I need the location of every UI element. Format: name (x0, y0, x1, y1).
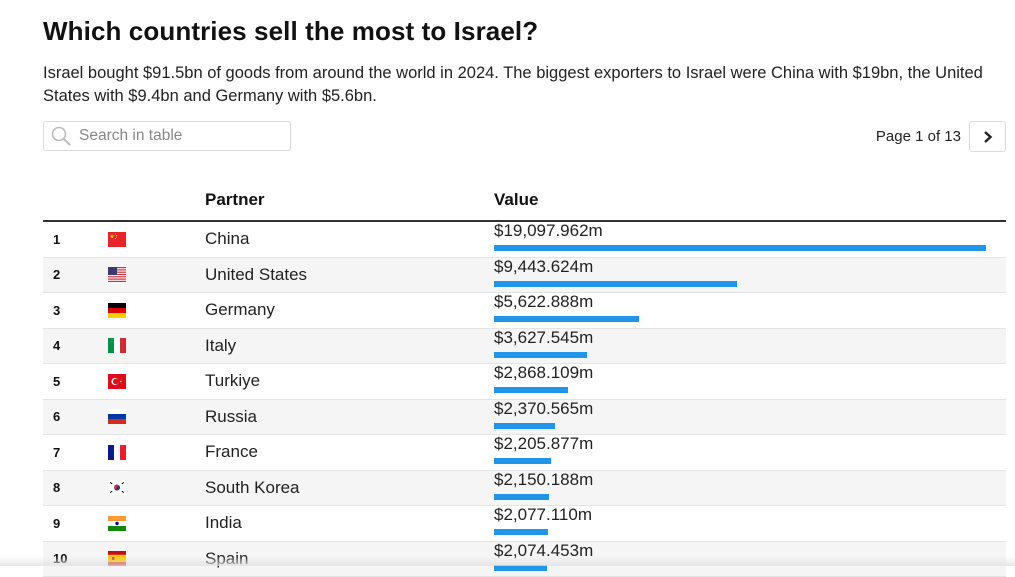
flag-spain-icon (108, 551, 126, 567)
flag-cell (108, 257, 205, 293)
value-label: $2,150.188m (494, 469, 594, 489)
table-row: 9 India $2,077.110m (43, 505, 1006, 542)
partner-cell: Spain (205, 541, 494, 577)
data-table: Partner Value 1 China $19,097.962m 2 United … (43, 182, 1006, 577)
partner-cell: United States (205, 257, 494, 293)
flag-italy-icon (108, 338, 126, 354)
column-header-value[interactable]: Value (494, 182, 1006, 222)
rank-cell: 6 (43, 399, 108, 435)
flag-cell (108, 470, 205, 506)
flag-germany-icon (108, 302, 126, 318)
page-title: Which countries sell the most to Israel? (43, 16, 539, 46)
partner-cell: China (205, 221, 494, 258)
partner-cell: Turkiye (205, 363, 494, 400)
value-cell: $5,622.888m (494, 292, 1006, 329)
page-indicator: Page 1 of 13 (875, 128, 961, 145)
partner-cell: France (205, 434, 494, 471)
flag-cell (108, 505, 205, 542)
value-cell: $2,074.453m (494, 541, 1006, 577)
flag-cell (108, 434, 205, 471)
value-bar (494, 280, 738, 287)
value-bar (494, 245, 986, 252)
flag-turkiye-icon (108, 373, 126, 389)
partner-cell: South Korea (205, 470, 494, 506)
value-label: $2,205.877m (494, 434, 594, 454)
value-label: $2,868.109m (494, 363, 594, 383)
table-row: 6 Russia $2,370.565m (43, 399, 1006, 435)
value-label: $2,074.453m (494, 540, 594, 560)
table-row: 5 Turkiye $2,868.109m (43, 363, 1006, 400)
rank-cell: 2 (43, 257, 108, 293)
value-bar (494, 387, 568, 394)
table-row: 10 Spain $2,074.453m (43, 541, 1006, 577)
value-label: $2,370.565m (494, 398, 594, 418)
value-bar (494, 493, 550, 500)
value-cell: $2,150.188m (494, 470, 1006, 506)
rank-cell: 4 (43, 328, 108, 364)
search-input[interactable] (77, 126, 281, 146)
partner-cell: India (205, 505, 494, 542)
table-row: 8 South Korea $2,150.188m (43, 470, 1006, 506)
rank-cell: 10 (43, 541, 108, 577)
pagination: Page 1 of 13 (876, 121, 1006, 152)
column-header-flag (108, 182, 205, 222)
table-row: 7 France $2,205.877m (43, 434, 1006, 471)
value-bar (494, 316, 639, 323)
table-header-row: Partner Value (43, 182, 1006, 222)
rank-cell: 9 (43, 505, 108, 542)
value-cell: $2,077.110m (494, 505, 1006, 542)
value-label: $9,443.624m (494, 256, 594, 276)
flag-cell (108, 292, 205, 329)
table-row: 2 United States $9,443.624m (43, 257, 1006, 293)
flag-united-states-icon (108, 267, 126, 283)
column-header-rank[interactable] (43, 182, 108, 222)
rank-cell: 8 (43, 470, 108, 506)
flag-cell (108, 328, 205, 364)
flag-china-icon (108, 231, 126, 247)
value-cell: $19,097.962m (494, 221, 1006, 258)
partner-cell: Germany (205, 292, 494, 329)
column-header-partner[interactable]: Partner (205, 182, 494, 222)
flag-cell (108, 541, 205, 577)
rank-cell: 3 (43, 292, 108, 329)
chevron-right-icon (983, 130, 992, 143)
partner-cell: Italy (205, 328, 494, 364)
value-bar (494, 458, 551, 465)
flag-cell (108, 363, 205, 400)
flag-cell (108, 221, 205, 258)
table-row: 4 Italy $3,627.545m (43, 328, 1006, 364)
value-cell: $2,205.877m (494, 434, 1006, 471)
value-cell: $3,627.545m (494, 328, 1006, 364)
rank-cell: 7 (43, 434, 108, 471)
next-page-button[interactable] (969, 121, 1006, 152)
rank-cell: 5 (43, 363, 108, 400)
search-box[interactable] (43, 121, 291, 151)
page-subtitle: Israel bought $91.5bn of goods from arou… (43, 64, 983, 105)
table-row: 1 China $19,097.962m (43, 221, 1006, 258)
value-label: $2,077.110m (494, 505, 592, 525)
value-cell: $9,443.624m (494, 257, 1006, 293)
flag-russia-icon (108, 409, 126, 425)
flag-south-korea-icon (108, 480, 126, 496)
partner-cell: Russia (205, 399, 494, 435)
value-label: $3,627.545m (494, 327, 594, 347)
value-label: $19,097.962m (494, 221, 603, 241)
value-label: $5,622.888m (494, 292, 594, 312)
flag-india-icon (108, 515, 126, 531)
value-bar (494, 422, 556, 429)
flag-cell (108, 399, 205, 435)
value-bar (494, 351, 588, 358)
value-cell: $2,370.565m (494, 399, 1006, 435)
rank-cell: 1 (43, 221, 108, 258)
value-bar (494, 529, 548, 536)
table-row: 3 Germany $5,622.888m (43, 292, 1006, 329)
search-icon (50, 125, 72, 147)
flag-france-icon (108, 444, 126, 460)
value-cell: $2,868.109m (494, 363, 1006, 400)
